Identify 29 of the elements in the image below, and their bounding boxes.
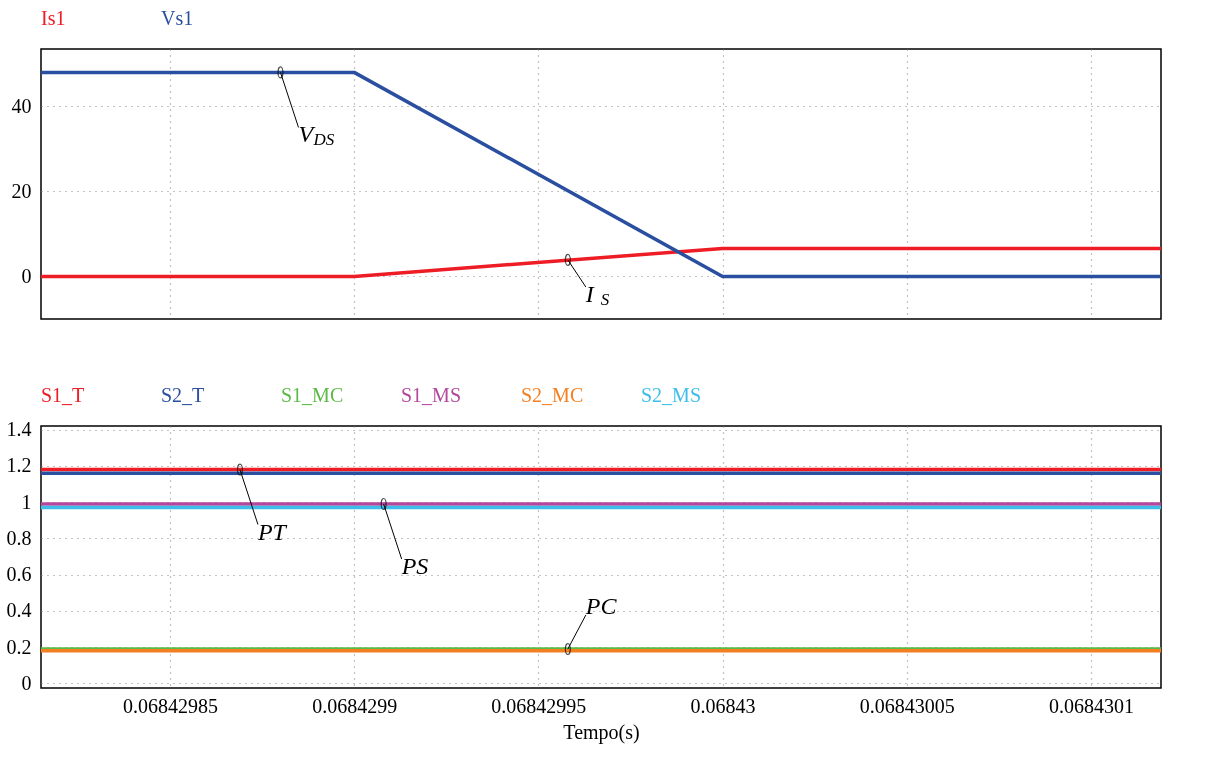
y-tick-label: 0 [21,264,32,287]
text: Vs1 [161,7,194,29]
y-tick-label: 0 [21,671,32,694]
x-tick-label: 0.06843 [690,694,756,717]
x-tick-label: 0.06843005 [859,694,955,717]
y-tick-label: 1.2 [6,454,32,477]
y-tick-label: 0.8 [6,526,32,549]
text: S1_MS [401,384,462,406]
y-tick-label: 0.4 [6,599,32,622]
y-tick-label: 1.4 [6,418,32,441]
x-tick-label: 0.06842995 [491,694,587,717]
text: S2_T [161,384,205,406]
text: S2_MC [521,384,584,406]
x-tick-label: 0.06842985 [122,694,218,717]
y-tick-label: 0.2 [6,635,32,658]
text: S1_MC [281,384,344,406]
annotation: PC [584,593,618,620]
y-tick-label: 0.6 [6,563,32,586]
text: S2_MS [641,384,702,406]
x-tick-label: 0.0684301 [1049,694,1134,717]
annotation: PS [400,552,429,579]
x-tick-label: 0.0684299 [312,694,398,717]
text: Is1 [41,7,66,29]
annotation: PT [256,518,288,545]
y-tick-label: 1 [21,490,32,513]
y-tick-label: 40 [11,94,32,117]
text: S1_T [41,384,85,406]
y-tick-label: 20 [11,179,32,202]
x-axis-title: Tempo(s) [563,720,640,744]
